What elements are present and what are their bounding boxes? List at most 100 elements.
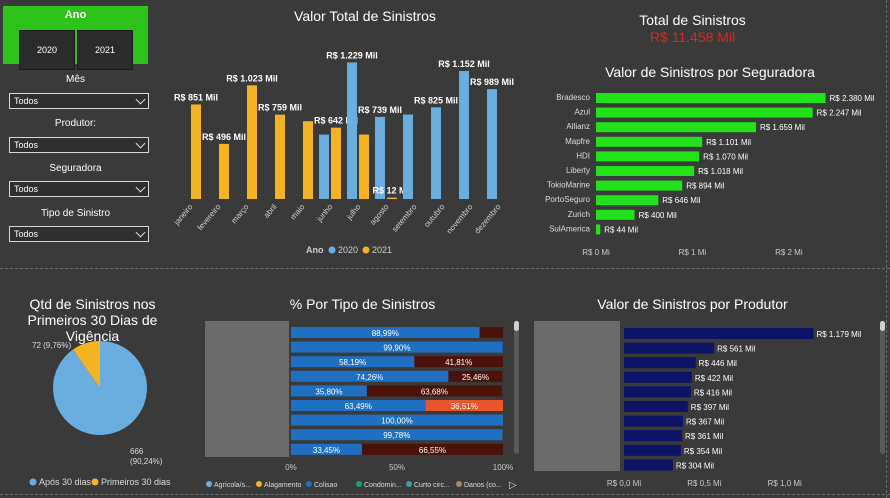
insurer-label: Azul — [574, 108, 590, 117]
month-dropdown[interactable]: Todos — [9, 93, 149, 109]
bar-2020-novembro — [459, 71, 469, 199]
stack-segment — [291, 414, 503, 426]
type-percent-chart: 88,99% 99,90% 58,19% 41,81% 74,26% 25,46% 35,8… — [205, 321, 517, 491]
kpi-title: Total de Sinistros — [639, 12, 746, 28]
insurer-label: Allianz — [566, 122, 590, 131]
bar-2020-dezembro — [487, 89, 497, 199]
stack-segment — [479, 327, 503, 338]
stack-segment — [291, 327, 480, 338]
data-label: 25,46% — [462, 373, 489, 382]
x-tick-label: R$ 2 Mi — [775, 248, 803, 257]
legend-label: Após 30 dias — [39, 477, 92, 487]
legend-next-icon: ▷ — [509, 480, 517, 491]
kpi-value: R$ 11.458 Mil — [649, 29, 736, 45]
data-label: 58,19% — [339, 358, 366, 367]
producer-chart-scrollbar[interactable] — [880, 321, 885, 454]
data-label: 33,45% — [313, 446, 340, 455]
year-slicer-title: Ano — [64, 9, 87, 21]
producer-slicer-label: Produtor: — [54, 118, 97, 129]
producer-dropdown-value: Todos — [14, 140, 39, 150]
bar-2021-fevereiro — [219, 143, 229, 199]
legend-label: Primeiros 30 dias — [101, 477, 171, 487]
x-tick-label: maio — [288, 202, 306, 221]
legend-marker — [256, 481, 262, 487]
stack-segment — [291, 385, 367, 397]
stack-segment — [448, 370, 503, 382]
bar-Mapfre — [596, 136, 703, 147]
data-label: R$ 739 Mil — [358, 105, 402, 115]
x-tick-label: R$ 1 Mi — [679, 248, 707, 257]
x-tick-label: 0% — [285, 463, 297, 472]
stack-segment — [291, 400, 426, 411]
bar-2020-agosto — [375, 116, 385, 199]
legend-marker — [29, 478, 37, 486]
producer-claims-chart: R$ 1.179 Mil R$ 561 Mil R$ 446 Mil R$ 422 M… — [534, 321, 862, 488]
chevron-down-icon — [135, 227, 146, 238]
scroll-thumb[interactable] — [514, 321, 519, 331]
data-label: R$ 894 Mil — [686, 182, 724, 191]
data-label: R$ 1.101 Mil — [706, 138, 751, 147]
pie-label: 72 (9,76%) — [32, 341, 71, 350]
blurred-category-labels — [205, 321, 289, 457]
data-label: R$ 825 Mil — [414, 95, 458, 105]
legend-marker — [456, 481, 462, 487]
type-chart-title: % Por Tipo de Sinistros — [289, 296, 436, 312]
insurer-dropdown[interactable]: Todos — [9, 181, 149, 197]
data-label: R$ 1.152 Mil — [438, 59, 490, 69]
bar-2021-março — [247, 85, 257, 199]
monthly-chart-title: Valor Total de Sinistros — [294, 8, 436, 24]
year-2021-button[interactable]: 2021 — [77, 30, 133, 70]
legend-marker — [306, 481, 312, 487]
producer-bar — [624, 342, 715, 354]
legend-marker — [328, 246, 336, 254]
scroll-thumb[interactable] — [880, 321, 885, 331]
producer-bar — [624, 430, 683, 442]
data-label: 99,78% — [383, 431, 410, 440]
x-tick-label: agosto — [368, 202, 391, 227]
type-chart-scrollbar[interactable] — [514, 321, 519, 454]
bar-2020-junho — [319, 134, 329, 199]
stack-segment — [291, 429, 503, 441]
x-tick-label: julho — [344, 202, 363, 222]
data-label: R$ 354 Mil — [684, 447, 722, 456]
producer-dropdown[interactable]: Todos — [9, 137, 149, 153]
bar-2021-julho — [359, 134, 369, 199]
pie-chart-title: Qtd de Sinistros nos Primeiros 30 Dias d… — [27, 296, 158, 344]
data-label: R$ 2.380 Mil — [830, 94, 875, 103]
insurer-label: Bradesco — [556, 93, 590, 102]
data-label: R$ 496 Mil — [202, 132, 246, 142]
claim-type-dropdown[interactable]: Todos — [9, 226, 149, 242]
chevron-down-icon — [135, 138, 146, 149]
bar-2021-janeiro — [191, 104, 201, 199]
insurer-label: Mapfre — [565, 137, 590, 146]
bar-SulAmerica — [596, 224, 601, 235]
producer-bar — [624, 415, 683, 427]
bar-2020-julho — [347, 62, 357, 199]
data-label: 63,49% — [345, 402, 372, 411]
data-label: R$ 12 Mil — [372, 186, 411, 196]
producer-bar — [624, 459, 673, 471]
insurer-label: Liberty — [566, 166, 590, 175]
stack-segment — [361, 443, 503, 455]
legend-marker — [91, 478, 99, 486]
year-2020-button[interactable]: 2020 — [19, 30, 75, 70]
legend-marker — [362, 246, 370, 254]
stack-segment — [291, 356, 415, 368]
producer-bar — [624, 357, 696, 369]
pie-label: 666 — [130, 447, 144, 456]
stack-segment — [291, 341, 503, 353]
legend-label: 2020 — [338, 245, 358, 255]
data-label: R$ 1.023 Mil — [226, 73, 278, 83]
data-label: R$ 851 Mil — [174, 92, 218, 102]
bar-TokioMarine — [596, 180, 683, 191]
data-label: 74,26% — [356, 373, 383, 382]
bar-Azul — [596, 107, 813, 118]
producer-bar — [624, 386, 691, 398]
data-label: R$ 397 Mil — [691, 403, 729, 412]
data-label: R$ 416 Mil — [694, 388, 732, 397]
bar-Bradesco — [596, 93, 826, 103]
producer-bar — [624, 401, 688, 412]
data-label: R$ 1.018 Mil — [698, 167, 743, 176]
legend-label: Curto circ... — [414, 482, 450, 489]
data-label: R$ 759 Mil — [258, 103, 302, 113]
